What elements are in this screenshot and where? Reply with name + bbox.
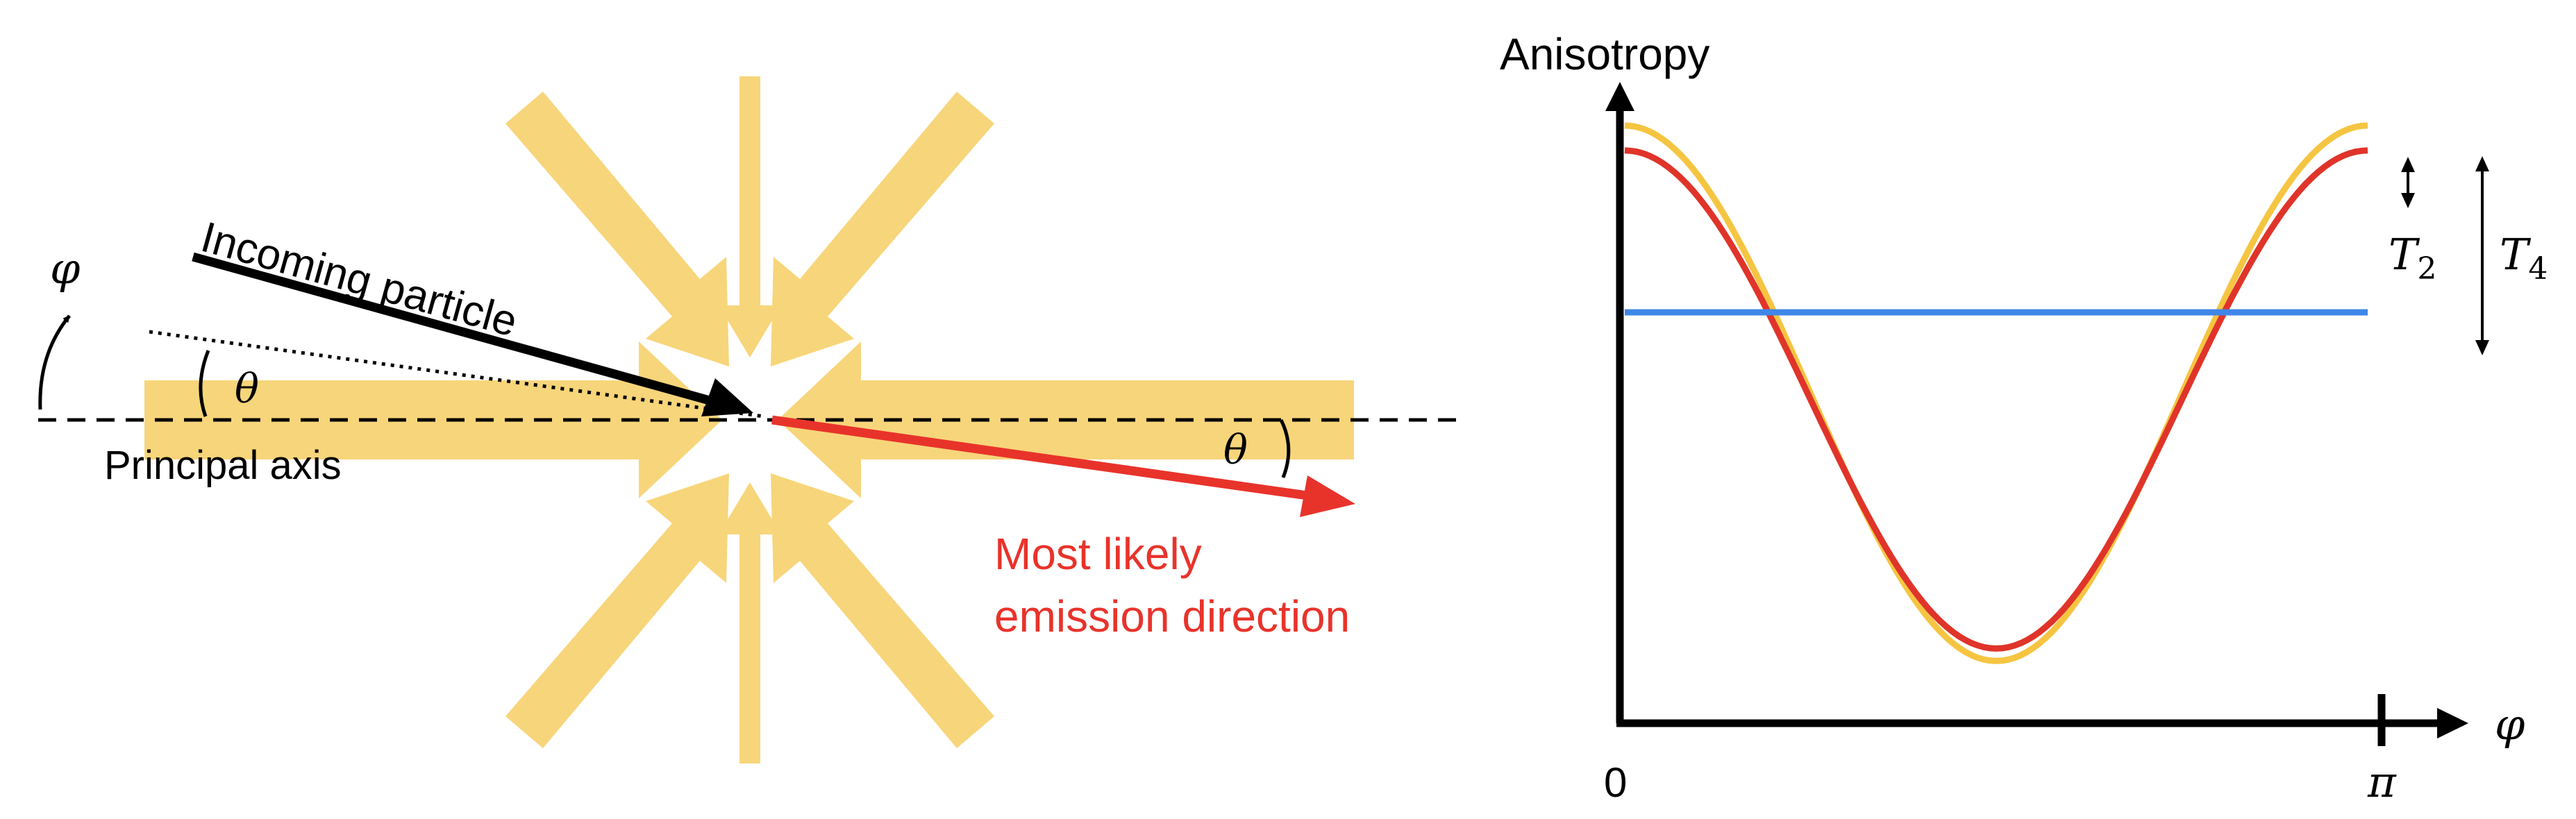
beam-bottom-left bbox=[505, 473, 729, 748]
x-tick-label-pi: π bbox=[2367, 757, 2397, 807]
y-axis-arrowhead bbox=[1605, 82, 1634, 111]
emission-label-line1: Most likely bbox=[994, 529, 1202, 579]
principal-axis-label: Principal axis bbox=[104, 443, 342, 488]
t4-indicator bbox=[2475, 156, 2489, 355]
t2-indicator bbox=[2401, 157, 2415, 208]
converging-beams bbox=[144, 76, 1354, 763]
theta-arc-right bbox=[1279, 419, 1291, 478]
t2-label: T2 bbox=[2389, 229, 2436, 287]
beam-top-right bbox=[771, 92, 994, 366]
phi-label-left: φ bbox=[50, 243, 81, 294]
phi-arc-arrow bbox=[38, 314, 71, 410]
beam-bottom bbox=[719, 482, 781, 763]
series-line-2 bbox=[1624, 147, 2368, 652]
x-tick-label-zero: 0 bbox=[1604, 759, 1627, 806]
t4-label: T4 bbox=[2500, 229, 2548, 287]
y-axis-label: Anisotropy bbox=[1500, 29, 1709, 79]
incoming-particle-arrow bbox=[192, 252, 753, 416]
beam-bottom-right bbox=[771, 473, 994, 748]
theta-label-right: θ bbox=[1223, 426, 1248, 473]
series-line-1 bbox=[1624, 122, 2368, 664]
dotted-reference-line bbox=[149, 330, 764, 419]
incoming-particle-label: Incoming particle bbox=[196, 213, 522, 346]
theta-label-left: θ bbox=[235, 365, 259, 412]
x-axis-arrowhead bbox=[2437, 708, 2468, 738]
anisotropy-chart: Anisotropy 0 π φ T2 T4 bbox=[1500, 29, 2548, 807]
emission-label-line2: emission direction bbox=[994, 591, 1350, 641]
series-layer bbox=[1624, 122, 2368, 664]
emission-arrow bbox=[771, 415, 1355, 517]
beam-top bbox=[719, 76, 781, 357]
theta-arc-left bbox=[199, 350, 210, 417]
x-axis-label: φ bbox=[2495, 699, 2525, 750]
left-diagram: Incoming particle Principal axis θ θ φ M… bbox=[38, 76, 1458, 763]
beam-top-left bbox=[505, 92, 729, 366]
